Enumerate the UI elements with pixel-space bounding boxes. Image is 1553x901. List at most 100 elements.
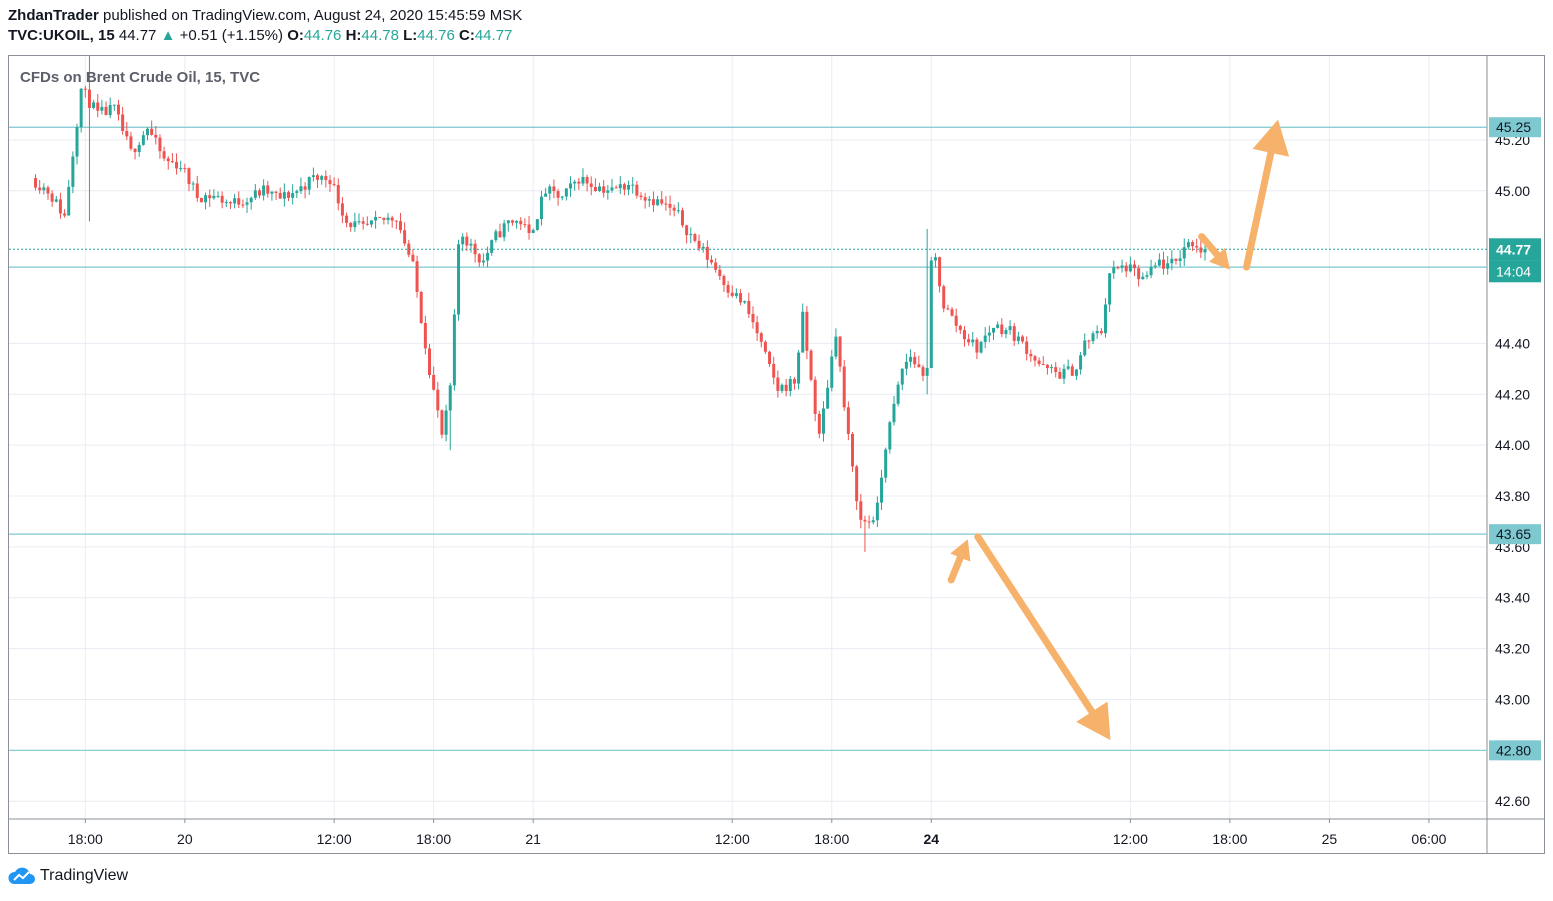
candle-body <box>631 184 635 186</box>
candle <box>693 232 697 243</box>
candle-body <box>386 217 390 220</box>
candle-body <box>813 379 817 414</box>
candle <box>834 328 838 360</box>
candle <box>776 370 780 398</box>
candle <box>506 220 510 232</box>
candle-body <box>233 198 237 204</box>
candle <box>1162 251 1166 275</box>
high-value: 44.78 <box>361 27 399 44</box>
candle-body <box>606 190 610 193</box>
candle-body <box>179 168 183 170</box>
candle-body <box>448 385 452 411</box>
candle-body <box>1112 267 1116 274</box>
candle-body <box>369 220 373 225</box>
candle-body <box>1050 367 1054 369</box>
candle <box>589 176 593 196</box>
candle <box>863 515 867 552</box>
candle <box>855 464 859 511</box>
y-tick-label: 44.40 <box>1495 335 1530 351</box>
candle <box>909 349 913 368</box>
candle <box>398 212 402 234</box>
candle <box>1062 364 1066 384</box>
candle <box>175 153 179 175</box>
candle-body <box>875 502 879 521</box>
arrow-shaft <box>1242 149 1275 271</box>
x-tick-label: 24 <box>924 831 940 847</box>
chart-frame[interactable]: 45.2045.0044.7044.4044.2044.0043.8043.60… <box>8 55 1545 854</box>
x-tick-label: 18:00 <box>814 831 849 847</box>
candle-body <box>187 168 191 185</box>
candle-body <box>365 223 369 225</box>
candle <box>685 224 689 244</box>
candle-body <box>166 158 170 162</box>
candle <box>278 187 282 199</box>
candle-body <box>834 336 838 357</box>
level-price-tag <box>1489 740 1541 761</box>
candle-body <box>403 230 407 244</box>
candle-body <box>1162 259 1166 269</box>
candle <box>129 131 133 151</box>
candle-body <box>83 88 87 90</box>
candle-body <box>1116 267 1120 269</box>
x-tick-label: 25 <box>1322 831 1338 847</box>
candle <box>610 178 614 193</box>
candle-body <box>826 387 830 409</box>
candle <box>660 191 664 206</box>
candle <box>813 376 817 422</box>
symbol-label: TVC:UKOIL, 15 <box>8 27 115 44</box>
candle <box>166 156 170 170</box>
candle <box>195 175 199 202</box>
candle <box>1174 258 1178 265</box>
candle <box>436 381 440 418</box>
author-name[interactable]: ZhdanTrader <box>8 7 99 24</box>
candle <box>714 258 718 273</box>
low-value: 44.76 <box>417 27 455 44</box>
candle <box>1170 249 1174 271</box>
candle <box>1199 240 1203 258</box>
candle-body <box>170 161 174 163</box>
candle <box>179 160 183 172</box>
candle <box>743 300 747 305</box>
candle-body <box>809 350 813 380</box>
candle-body <box>291 193 295 198</box>
candle-body <box>158 137 162 152</box>
candle-body <box>328 180 332 185</box>
candle <box>950 307 954 317</box>
tradingview-footer[interactable]: TradingView <box>8 866 128 886</box>
candle <box>880 469 884 510</box>
candle <box>54 195 58 203</box>
candle <box>996 321 1000 329</box>
candle <box>183 163 187 173</box>
candle <box>1099 328 1103 336</box>
candle-body <box>457 244 461 315</box>
candle <box>606 185 610 200</box>
candle <box>1133 260 1137 277</box>
candle-body <box>842 366 846 408</box>
candle-body <box>838 336 842 367</box>
candle <box>1087 339 1091 349</box>
candle <box>569 176 573 197</box>
candle <box>622 182 626 196</box>
candle <box>888 420 892 454</box>
candle-body <box>1128 264 1132 272</box>
candle <box>237 191 241 208</box>
candle-body <box>821 408 825 434</box>
brand-name: TradingView <box>40 867 129 884</box>
up-triangle-icon: ▲ <box>160 27 176 44</box>
chart-area[interactable]: 45.2045.0044.7044.4044.2044.0043.8043.60… <box>9 56 1544 853</box>
candle-body <box>701 246 705 249</box>
candle-body <box>270 191 274 194</box>
candle <box>1008 320 1012 335</box>
candle <box>216 191 220 199</box>
candle-body <box>150 128 154 135</box>
candle-body <box>361 221 365 224</box>
candle <box>1116 265 1120 270</box>
candle <box>954 308 958 333</box>
candle-body <box>900 368 904 385</box>
candle-body <box>913 356 917 365</box>
candle <box>378 216 382 218</box>
candle <box>220 191 224 209</box>
candle <box>34 174 38 191</box>
candle-body <box>1153 265 1157 267</box>
candle-body <box>602 186 606 193</box>
